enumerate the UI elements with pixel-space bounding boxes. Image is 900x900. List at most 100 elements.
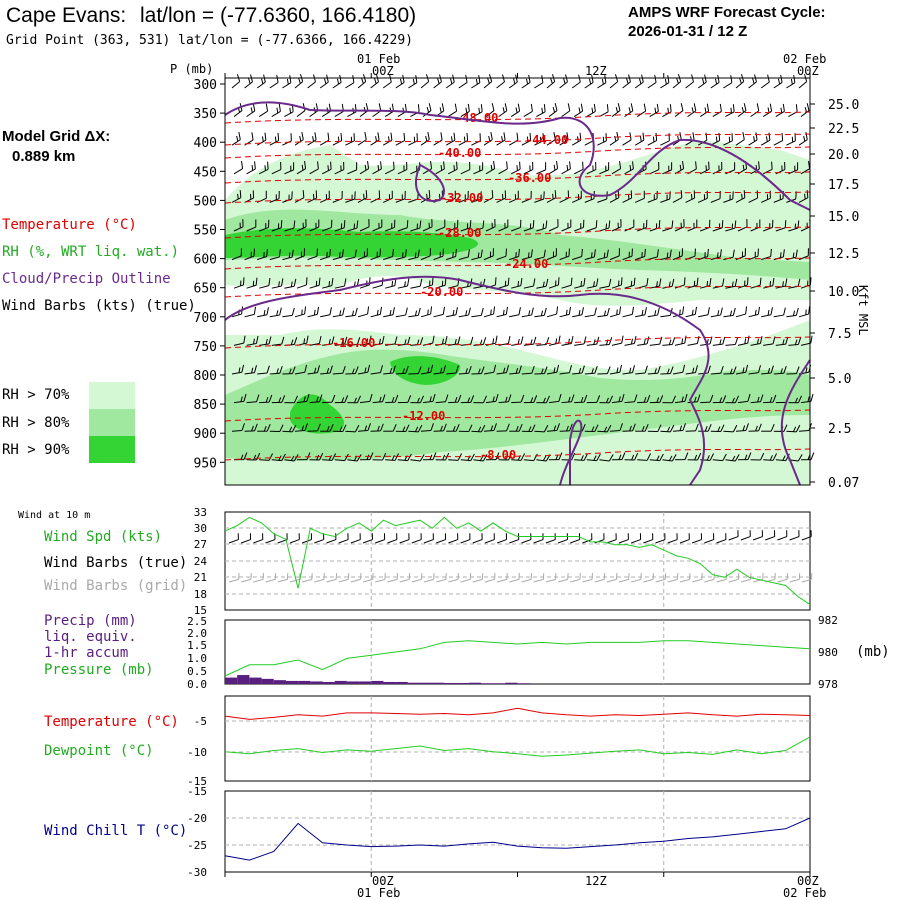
- wind-barb: [345, 191, 356, 203]
- surface-barb-true: [618, 533, 629, 544]
- precip-bar: [273, 680, 286, 684]
- wind-barb: [244, 306, 257, 318]
- wind-barb: [231, 423, 245, 432]
- wind-barb: [634, 190, 645, 203]
- precip-label-2: liq. equiv.: [44, 629, 137, 645]
- wind-barb: [471, 75, 481, 89]
- surface-barb-true: [484, 533, 495, 544]
- wind-barb: [559, 365, 572, 375]
- top-time-1: 00Z: [372, 64, 394, 78]
- wind-barb: [697, 190, 708, 203]
- wind-barb: [284, 395, 298, 404]
- precip-bar: [322, 681, 335, 684]
- wind-barb: [307, 190, 318, 203]
- surface-barb-true: [472, 533, 483, 544]
- wind-barb: [309, 161, 319, 175]
- surface-barb-true: [752, 530, 763, 541]
- cloud-outline-low: [224, 275, 710, 486]
- wind-barb: [599, 162, 610, 175]
- surface-barb-grid: [691, 573, 703, 583]
- wind-barb: [435, 394, 449, 404]
- wind-barb: [498, 277, 510, 289]
- wind-barb: [800, 393, 814, 404]
- wind-barb: [433, 248, 444, 261]
- p-tick-label: 550: [194, 224, 217, 239]
- y-tick-label: 15: [194, 604, 207, 617]
- wind-barb: [674, 393, 688, 404]
- wind-barb: [458, 365, 472, 375]
- wind-barb: [725, 162, 736, 175]
- wind-barb: [521, 365, 535, 375]
- wind-barb: [611, 219, 622, 232]
- wind-barb: [788, 337, 802, 346]
- wind-barb: [496, 132, 506, 146]
- wind-barb: [258, 161, 269, 175]
- cycle-title: AMPS WRF Forecast Cycle:: [628, 4, 826, 21]
- wind-barb: [357, 190, 368, 203]
- wind-barb: [637, 219, 648, 232]
- p-tick-label: 900: [194, 427, 217, 442]
- wind-barb: [395, 191, 406, 203]
- wind-barb: [410, 454, 425, 462]
- wind-barb: [674, 452, 689, 461]
- bottom-time-2: 12Z: [585, 874, 607, 888]
- wind-barb: [649, 161, 660, 175]
- y-tick-label: -10: [187, 746, 207, 759]
- wind-barb: [395, 365, 409, 375]
- wind-barb: [534, 133, 544, 146]
- precip-bar: [432, 682, 445, 684]
- surface-barb-grid: [277, 573, 289, 583]
- wind-barb: [584, 424, 599, 433]
- wind-barb: [622, 423, 636, 432]
- wind-barb: [271, 278, 284, 289]
- top-time-3: 00Z: [797, 64, 819, 78]
- wind-barb: [435, 277, 447, 289]
- wind-barb: [460, 161, 471, 175]
- wind-barb: [420, 306, 433, 318]
- wind-barb: [609, 364, 623, 375]
- wind-barb: [674, 103, 684, 117]
- surface-barb-grid: [350, 573, 362, 583]
- wind-barb: [309, 452, 324, 461]
- y-tick-label: 2.5: [187, 615, 207, 628]
- wind-barb: [660, 424, 675, 433]
- y-tick-label: 1.0: [187, 652, 207, 665]
- wind-barb: [296, 452, 311, 461]
- wind-speed-line: [224, 516, 811, 606]
- wind-barb: [762, 161, 773, 175]
- wind-barb: [422, 161, 433, 175]
- surface-barb-grid: [411, 573, 423, 583]
- temperature-contour-label: -28.00: [438, 226, 481, 240]
- p-tick-label: 350: [194, 107, 217, 122]
- wind-barb: [685, 365, 698, 375]
- temperature-contour: [224, 257, 811, 270]
- wind-barb: [296, 219, 307, 232]
- precip-bar: [407, 682, 420, 684]
- wind-barb: [548, 219, 559, 232]
- wind-barb: [509, 248, 520, 261]
- wind-barb: [496, 423, 510, 432]
- p-tick-label: 800: [194, 369, 217, 384]
- rh90-region-low: [290, 394, 345, 434]
- wind-barb: [271, 453, 286, 462]
- wind-barb: [573, 161, 584, 175]
- wind-barb: [725, 395, 739, 404]
- temperature-contour: [224, 336, 811, 349]
- surface-barb-true: [667, 533, 678, 544]
- wind-barbs-grid: [231, 74, 815, 462]
- wind-barb: [294, 248, 305, 261]
- surface-barb-grid: [557, 573, 569, 583]
- surface-barb-true: [570, 533, 581, 544]
- wind-barb: [397, 395, 412, 404]
- wind-barb: [624, 452, 639, 461]
- surface-barb-true: [691, 533, 703, 544]
- wind-barb: [611, 393, 625, 404]
- rh80-region: [225, 209, 810, 280]
- wind-barb: [395, 132, 406, 146]
- temperature-contour-label: -20.00: [420, 285, 463, 299]
- wind-barb: [647, 424, 662, 433]
- precip-bar: [383, 681, 396, 684]
- wind-barb: [725, 337, 739, 346]
- wind-barb: [383, 248, 394, 261]
